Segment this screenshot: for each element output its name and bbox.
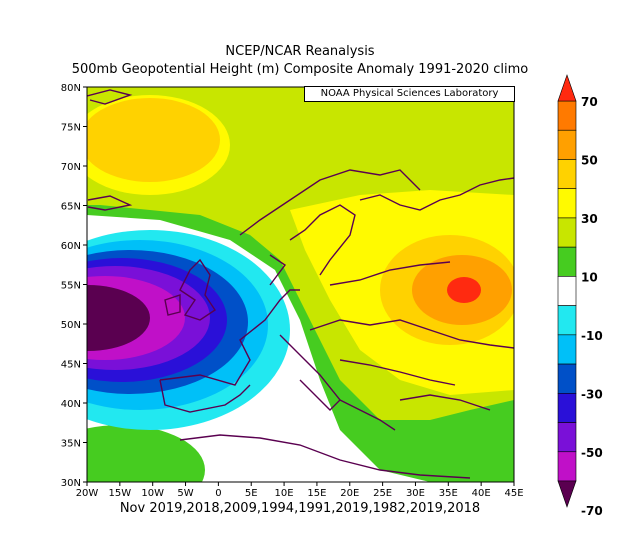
y-tick-label: 30N	[61, 478, 81, 489]
credit-text: NOAA Physical Sciences Laboratory	[320, 88, 499, 99]
colorbar-segment	[557, 129, 577, 160]
colorbar-label: -50	[581, 446, 603, 460]
colorbar-segment	[557, 159, 577, 189]
y-tick-label: 75N	[61, 123, 81, 134]
colorbar-label: 70	[581, 95, 598, 109]
x-tick-label: 40E	[472, 488, 491, 499]
colorbar-segment	[557, 276, 577, 306]
y-tick-label: 50N	[61, 320, 81, 331]
x-tick-label: 0	[215, 488, 221, 499]
coast-denmark	[269, 254, 287, 286]
y-tick-label: 65N	[61, 202, 81, 213]
x-tick-label: 45E	[504, 488, 523, 499]
y-tick-label: 35N	[61, 439, 81, 450]
date-label: Nov 2019,2018,2009,1994,1991,2019,1982,2…	[119, 501, 481, 516]
y-axis: 30N 35N 40N 45N 50N 55N 60N 65N 70N 75N 80N	[61, 83, 87, 489]
colorbar-segment	[557, 334, 577, 365]
x-tick-label: 30E	[406, 488, 425, 499]
colorbar-segment	[557, 451, 577, 482]
border-baltic	[329, 261, 451, 286]
y-tick-label: 40N	[61, 399, 81, 410]
coast-blacksea	[339, 359, 456, 386]
coast-north-africa	[179, 434, 471, 479]
x-tick-label: 10E	[275, 488, 294, 499]
x-tick-label: 20W	[76, 488, 99, 499]
x-tick-label: 25E	[373, 488, 392, 499]
colorbar: 70 50 30 10 -10 -30 -50 -70	[557, 74, 603, 518]
colorbar-label: 50	[581, 153, 598, 167]
colorbar-segment	[557, 422, 577, 453]
colorbar-label: -70	[581, 504, 603, 518]
colorbar-segment	[557, 188, 577, 219]
colorbar-segment	[557, 305, 577, 336]
coast-russia-north	[359, 177, 514, 211]
colorbar-label: 10	[581, 270, 598, 284]
y-tick-label: 60N	[61, 241, 81, 252]
colorbar-label: -10	[581, 329, 603, 343]
coastlines	[87, 89, 514, 479]
coast-ireland	[164, 294, 181, 316]
x-axis: 20W 15W 10W 5W 0 5E 10E 15E 20E 25E 30E 35E 40E 45E	[76, 482, 524, 499]
coast-iberia	[159, 379, 251, 413]
chart-subtitle: 500mb Geopotential Height (m) Composite …	[71, 62, 529, 77]
colorbar-segment	[557, 217, 577, 248]
x-tick-label: 20E	[340, 488, 359, 499]
coast-greece	[339, 399, 396, 431]
x-tick-label: 5W	[177, 488, 193, 499]
x-tick-label: 10W	[141, 488, 164, 499]
colorbar-segment	[557, 246, 577, 277]
y-tick-label: 70N	[61, 162, 81, 173]
colorbar-top-arrow	[557, 74, 577, 102]
field-neg70	[87, 285, 150, 351]
credit-box: NOAA Physical Sciences Laboratory	[304, 86, 515, 102]
coast-greenland	[87, 89, 133, 105]
coast-turkey	[399, 394, 491, 411]
x-tick-label: 15E	[307, 488, 326, 499]
x-tick-label: 5E	[245, 488, 258, 499]
y-tick-label: 45N	[61, 360, 81, 371]
y-tick-label: 55N	[61, 281, 81, 292]
border-central	[309, 319, 514, 349]
coast-iceland	[87, 195, 133, 211]
contour-fill	[87, 87, 514, 482]
field-pos70-east	[447, 277, 481, 303]
coast-france	[159, 289, 300, 386]
colorbar-bottom-arrow	[557, 480, 577, 508]
chart-title: NCEP/NCAR Reanalysis	[225, 44, 375, 59]
coast-scandinavia-south	[289, 204, 356, 276]
field-pos40-northwest	[87, 98, 220, 182]
coast-scandinavia-west	[239, 169, 421, 236]
colorbar-label: -30	[581, 387, 603, 401]
x-tick-label: 35E	[439, 488, 458, 499]
x-tick-label: 15W	[109, 488, 132, 499]
colorbar-label: 30	[581, 212, 598, 226]
field-pos10-southwest	[87, 425, 205, 482]
colorbar-segment	[557, 393, 577, 423]
colorbar-segment	[557, 100, 577, 131]
coast-britain	[179, 258, 216, 321]
colorbar-segment	[557, 363, 577, 394]
y-tick-label: 80N	[61, 83, 81, 94]
